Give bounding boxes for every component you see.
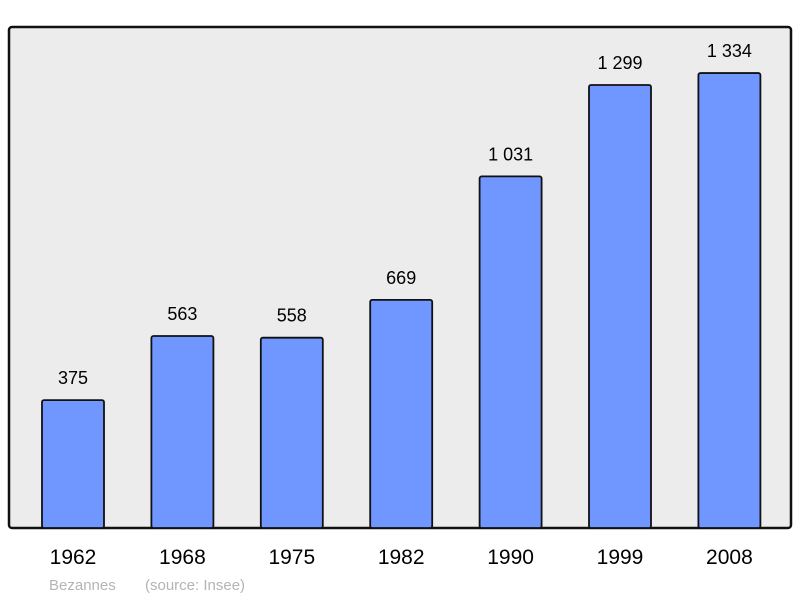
x-tick-label-1982: 1982 — [378, 546, 425, 569]
footer-place: Bezannes — [49, 577, 116, 594]
bar-1962 — [41, 399, 105, 529]
value-label-1990: 1 031 — [488, 144, 533, 164]
bar-1968 — [150, 335, 215, 529]
x-tick-label-1975: 1975 — [268, 546, 315, 569]
value-label-2008: 1 334 — [707, 41, 752, 61]
value-label-1982: 669 — [386, 268, 416, 288]
value-label-1999: 1 299 — [597, 53, 642, 73]
footer-source: (source: Insee) — [145, 577, 245, 594]
value-label-1968: 563 — [167, 304, 197, 324]
bar-2008 — [697, 72, 762, 529]
bar-1982 — [369, 298, 434, 529]
value-label-1962: 375 — [58, 368, 88, 388]
x-tick-label-1990: 1990 — [487, 546, 534, 569]
x-tick-label-1999: 1999 — [597, 546, 644, 569]
bar-1999 — [588, 84, 652, 529]
bar-1990 — [478, 175, 543, 529]
bar-1975 — [259, 336, 324, 529]
x-tick-label-1962: 1962 — [50, 546, 97, 569]
value-label-1975: 558 — [277, 306, 307, 326]
x-tick-label-1968: 1968 — [159, 546, 206, 569]
x-tick-label-2008: 2008 — [706, 546, 753, 569]
